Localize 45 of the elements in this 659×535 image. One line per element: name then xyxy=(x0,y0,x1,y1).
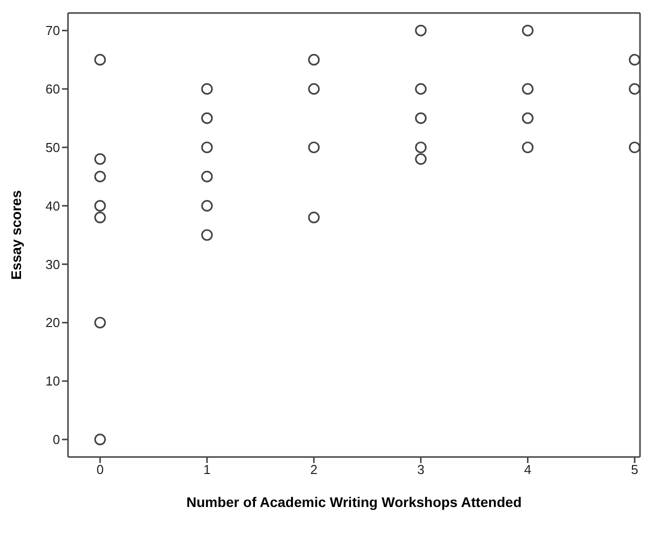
point xyxy=(201,83,213,95)
point xyxy=(308,212,320,224)
point xyxy=(522,112,534,124)
point xyxy=(415,142,427,154)
point xyxy=(94,170,106,182)
point xyxy=(628,83,640,95)
point xyxy=(94,316,106,328)
y-tick-label: 10 xyxy=(46,374,60,389)
point xyxy=(94,54,106,66)
point xyxy=(94,212,106,224)
point xyxy=(201,112,213,124)
point xyxy=(94,200,106,212)
point xyxy=(415,153,427,165)
y-tick-label: 50 xyxy=(46,140,60,155)
x-tick-label: 2 xyxy=(310,462,318,478)
x-tick-label: 1 xyxy=(203,462,211,478)
point xyxy=(415,112,427,124)
point xyxy=(415,83,427,95)
point xyxy=(308,142,320,154)
point xyxy=(628,54,640,66)
y-axis-title: Essay scores xyxy=(8,190,24,280)
point xyxy=(94,153,106,165)
x-tick-label: 5 xyxy=(631,462,638,478)
point xyxy=(522,24,534,36)
x-tick-label: 0 xyxy=(96,462,104,478)
y-tick-label: 40 xyxy=(46,198,60,214)
y-tick-label: 30 xyxy=(46,256,60,272)
x-tick-label: 3 xyxy=(417,462,424,478)
y-tick-label: 0 xyxy=(52,432,60,448)
y-tick-label: 60 xyxy=(46,82,60,97)
point xyxy=(94,434,106,446)
point xyxy=(628,142,640,154)
x-axis-title: Number of Academic Writing Workshops Attended xyxy=(186,494,522,510)
point xyxy=(201,170,213,182)
y-tick-label: 70 xyxy=(46,23,60,38)
point xyxy=(415,24,427,36)
point xyxy=(308,54,320,66)
point xyxy=(201,200,213,212)
point xyxy=(522,142,534,154)
point xyxy=(201,229,213,241)
x-tick-label: 4 xyxy=(524,462,532,478)
point xyxy=(522,83,534,95)
y-tick-label: 20 xyxy=(46,315,60,330)
point xyxy=(308,83,320,95)
point xyxy=(201,142,213,154)
